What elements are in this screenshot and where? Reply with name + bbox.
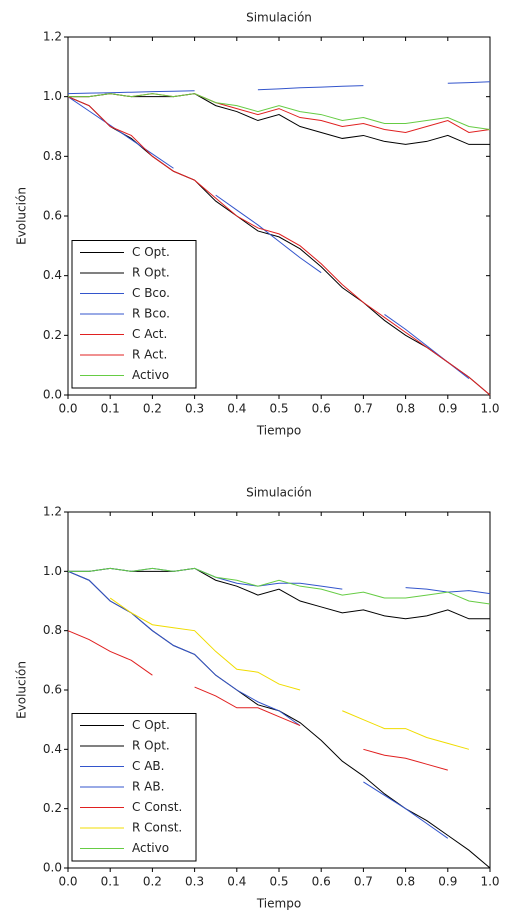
y-tick-label: 0.4	[43, 742, 62, 756]
x-tick-label: 0.3	[185, 402, 204, 416]
legend-label: R Opt.	[132, 266, 170, 280]
legend-label: C Bco.	[132, 286, 170, 300]
x-tick-label: 1.0	[480, 875, 499, 889]
x-tick-label: 0.7	[354, 402, 373, 416]
y-tick-label: 1.2	[43, 30, 62, 44]
series-line	[67, 96, 491, 396]
y-tick-label: 0.2	[43, 328, 62, 342]
x-tick-label: 0.9	[438, 875, 457, 889]
legend-label: C Opt.	[132, 718, 170, 732]
y-axis-label: Evolución	[15, 661, 29, 719]
x-tick-label: 0.3	[185, 875, 204, 889]
x-tick-label: 0.4	[227, 402, 246, 416]
series-line	[68, 93, 491, 130]
x-tick-label: 0.8	[396, 875, 415, 889]
legend-label: R Opt.	[132, 739, 170, 753]
x-tick-label: 0.1	[101, 402, 120, 416]
y-tick-label: 0.6	[43, 209, 62, 223]
y-axis-label: Evolución	[15, 187, 29, 245]
x-axis-label: Tiempo	[256, 424, 301, 438]
y-tick-label: 0.4	[43, 268, 62, 282]
y-tick-label: 0.8	[43, 623, 62, 637]
x-tick-label: 0.0	[58, 875, 77, 889]
chart-title: Simulación	[246, 11, 312, 25]
legend-label: R Act.	[132, 348, 167, 362]
series-line	[67, 630, 448, 771]
legend-label: R Const.	[132, 821, 182, 835]
legend-label: R Bco.	[132, 307, 170, 321]
x-tick-label: 0.2	[143, 402, 162, 416]
series-line	[68, 567, 490, 620]
x-tick-label: 0.5	[269, 402, 288, 416]
series-line	[67, 81, 491, 95]
series-line	[67, 570, 449, 839]
x-axis-label: Tiempo	[256, 897, 301, 910]
x-tick-label: 1.0	[480, 402, 499, 416]
series-line	[68, 567, 491, 605]
x-tick-label: 0.8	[396, 402, 415, 416]
y-tick-label: 1.0	[43, 89, 62, 103]
x-tick-label: 0.1	[101, 875, 120, 889]
legend-label: Activo	[132, 368, 169, 382]
chart-title: Simulación	[246, 486, 312, 500]
x-tick-label: 0.9	[438, 402, 457, 416]
y-tick-label: 1.0	[43, 564, 62, 578]
series-line	[68, 93, 491, 133]
y-tick-label: 0.0	[43, 388, 62, 402]
x-tick-label: 0.6	[312, 875, 331, 889]
series-line	[109, 597, 470, 750]
x-tick-label: 0.7	[354, 875, 373, 889]
series-line	[68, 93, 490, 145]
legend-label: C Const.	[132, 800, 182, 814]
legend-label: C Act.	[132, 327, 167, 341]
x-tick-label: 0.6	[312, 402, 331, 416]
legend-label: Activo	[132, 841, 169, 855]
y-tick-label: 0.0	[43, 861, 62, 875]
x-tick-label: 0.4	[227, 875, 246, 889]
series-line	[68, 567, 491, 595]
y-tick-label: 0.2	[43, 801, 62, 815]
legend-label: C AB.	[132, 759, 164, 773]
y-tick-label: 1.2	[43, 505, 62, 519]
x-tick-label: 0.5	[269, 875, 288, 889]
x-tick-label: 0.0	[58, 402, 77, 416]
y-tick-label: 0.8	[43, 149, 62, 163]
legend-label: C Opt.	[132, 245, 170, 259]
y-tick-label: 0.6	[43, 683, 62, 697]
legend-label: R AB.	[132, 780, 164, 794]
x-tick-label: 0.2	[143, 875, 162, 889]
